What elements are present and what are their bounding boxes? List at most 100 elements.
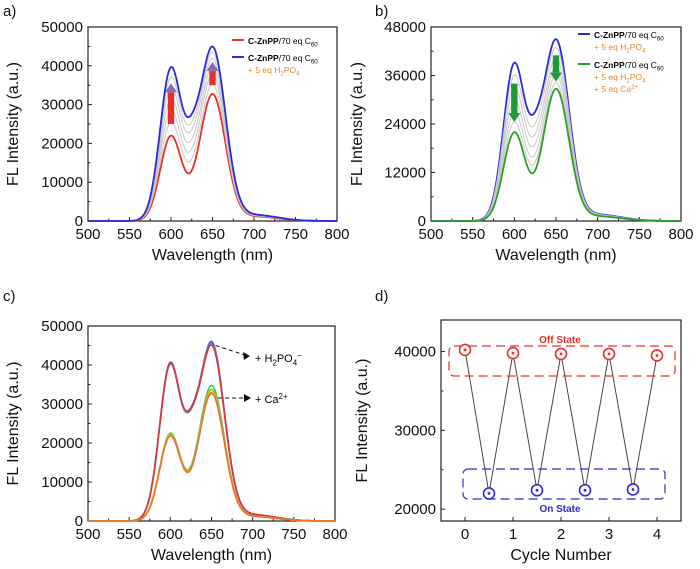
on-state-label: On State <box>539 504 581 515</box>
annotation-text: + Ca2+​ <box>255 392 288 406</box>
x-tick-label: 600 <box>502 226 527 243</box>
x-axis-label: Wavelength (nm) <box>495 247 616 264</box>
x-axis-label: Cycle Number <box>510 547 612 564</box>
x-tick-label: 700 <box>241 226 266 243</box>
down-arrow <box>552 55 560 73</box>
annotation-leader <box>215 345 249 357</box>
x-tick-label: 1 <box>509 526 517 543</box>
x-tick-label: 550 <box>460 226 485 243</box>
legend-entry: C-ZnPP/70 eq C60​ <box>594 60 664 73</box>
y-tick-label: 30000 <box>394 422 436 439</box>
y-tick-label: 30000 <box>41 97 83 114</box>
x-tick-label: 3 <box>605 526 613 543</box>
data-point-center <box>463 348 467 352</box>
data-point-center <box>631 488 635 491</box>
x-tick-label: 550 <box>117 226 142 243</box>
down-arrow <box>511 83 518 113</box>
y-tick-label: 12000 <box>384 165 426 182</box>
series-line <box>88 343 335 522</box>
legend-entry: + 5 eq H2​PO4​ <box>594 72 646 85</box>
off-state-box <box>448 345 676 377</box>
data-point-center <box>535 488 539 492</box>
data-point-center <box>655 354 659 357</box>
up-arrow-head <box>206 61 219 71</box>
x-tick-label: 600 <box>158 526 183 543</box>
x-tick-label: 650 <box>199 526 224 543</box>
y-tick-label: 48000 <box>384 19 426 36</box>
x-tick-label: 2 <box>557 526 565 543</box>
x-tick-label: 500 <box>75 526 100 543</box>
series-line <box>88 65 337 222</box>
series-line <box>88 83 337 222</box>
panel-3: 0 1 2 3 4 20000 30000 40000 Cycle Number FL Inten… <box>354 288 682 564</box>
data-point-center <box>607 352 611 356</box>
y-tick-label: 0 <box>75 213 83 230</box>
series-line <box>88 340 335 522</box>
series-line <box>88 344 335 522</box>
legend-entry: + 5 eq H2​PO4​ <box>594 42 646 55</box>
series-line <box>88 341 335 522</box>
series-line <box>431 87 681 222</box>
off-state-label: Off State <box>539 335 581 346</box>
y-tick-label: 0 <box>75 513 83 530</box>
legend-entry: + 5 eq Ca2+​ <box>594 84 639 94</box>
cycle-line <box>464 349 658 494</box>
x-tick-label: 0 <box>461 526 469 543</box>
series-line <box>88 45 337 222</box>
annotation-text: + H2​PO4​−​ <box>255 351 302 367</box>
x-tick-label: 650 <box>200 226 225 243</box>
x-tick-label: 500 <box>418 226 443 243</box>
y-tick-label: 20000 <box>394 501 436 518</box>
panel-label: b) <box>375 3 388 20</box>
y-tick-label: 50000 <box>41 19 83 36</box>
x-tick-label: 800 <box>324 226 349 243</box>
panel-label: c) <box>3 288 16 305</box>
x-tick-label: 750 <box>627 226 652 243</box>
data-point-center <box>511 351 515 355</box>
y-tick-label: 50000 <box>41 318 83 335</box>
data-point-center <box>583 488 587 492</box>
up-arrow <box>209 70 216 86</box>
panel-label: a) <box>3 3 16 20</box>
y-axis-label: FL Intensity (a.u.) <box>349 62 366 186</box>
annotation-arrowhead <box>244 394 251 402</box>
legend-entry: C-ZnPP/70 eq C60​ <box>248 53 318 66</box>
y-tick-label: 40000 <box>41 357 83 374</box>
x-axis-label: Wavelength (nm) <box>152 247 273 264</box>
y-tick-label: 40000 <box>394 344 436 361</box>
y-tick-label: 10000 <box>41 174 83 191</box>
y-tick-label: 36000 <box>384 68 426 85</box>
x-axis-label: Wavelength (nm) <box>151 547 272 564</box>
down-arrow-head <box>550 72 562 82</box>
series-line <box>431 73 681 222</box>
series-line <box>431 82 681 222</box>
y-tick-label: 40000 <box>41 58 83 75</box>
series-line <box>88 73 337 222</box>
panel-0: 500 550 600 650 700 750 800 0 10000 20000 30000 400… <box>3 3 350 264</box>
data-point-center <box>559 352 563 356</box>
y-axis-label: FL Intensity (a.u.) <box>5 362 22 486</box>
y-tick-label: 10000 <box>41 474 83 491</box>
x-tick-label: 700 <box>585 226 610 243</box>
up-arrow-head <box>165 83 177 93</box>
x-tick-label: 750 <box>281 526 306 543</box>
y-axis-label: FL Intensity (a.u.) <box>354 359 371 483</box>
series-line <box>88 388 335 522</box>
legend-entry: + 5 eq H2​PO4​ <box>248 65 300 78</box>
y-tick-label: 0 <box>418 213 426 230</box>
x-tick-label: 600 <box>158 226 183 243</box>
series-line <box>88 392 335 522</box>
y-tick-label: 30000 <box>41 396 83 413</box>
on-state-box <box>462 468 666 500</box>
down-arrow-head <box>508 112 521 122</box>
x-tick-label: 550 <box>117 526 142 543</box>
x-tick-label: 800 <box>668 226 693 243</box>
up-arrow <box>167 92 175 124</box>
y-axis-label: FL Intensity (a.u.) <box>5 62 22 186</box>
legend-entry: C-ZnPP/70 eq C60​ <box>248 36 318 49</box>
x-tick-label: 650 <box>543 226 568 243</box>
legend-entry: C-ZnPP/70 eq C60​ <box>594 30 664 43</box>
x-tick-label: 700 <box>240 526 265 543</box>
series-line <box>88 384 335 522</box>
